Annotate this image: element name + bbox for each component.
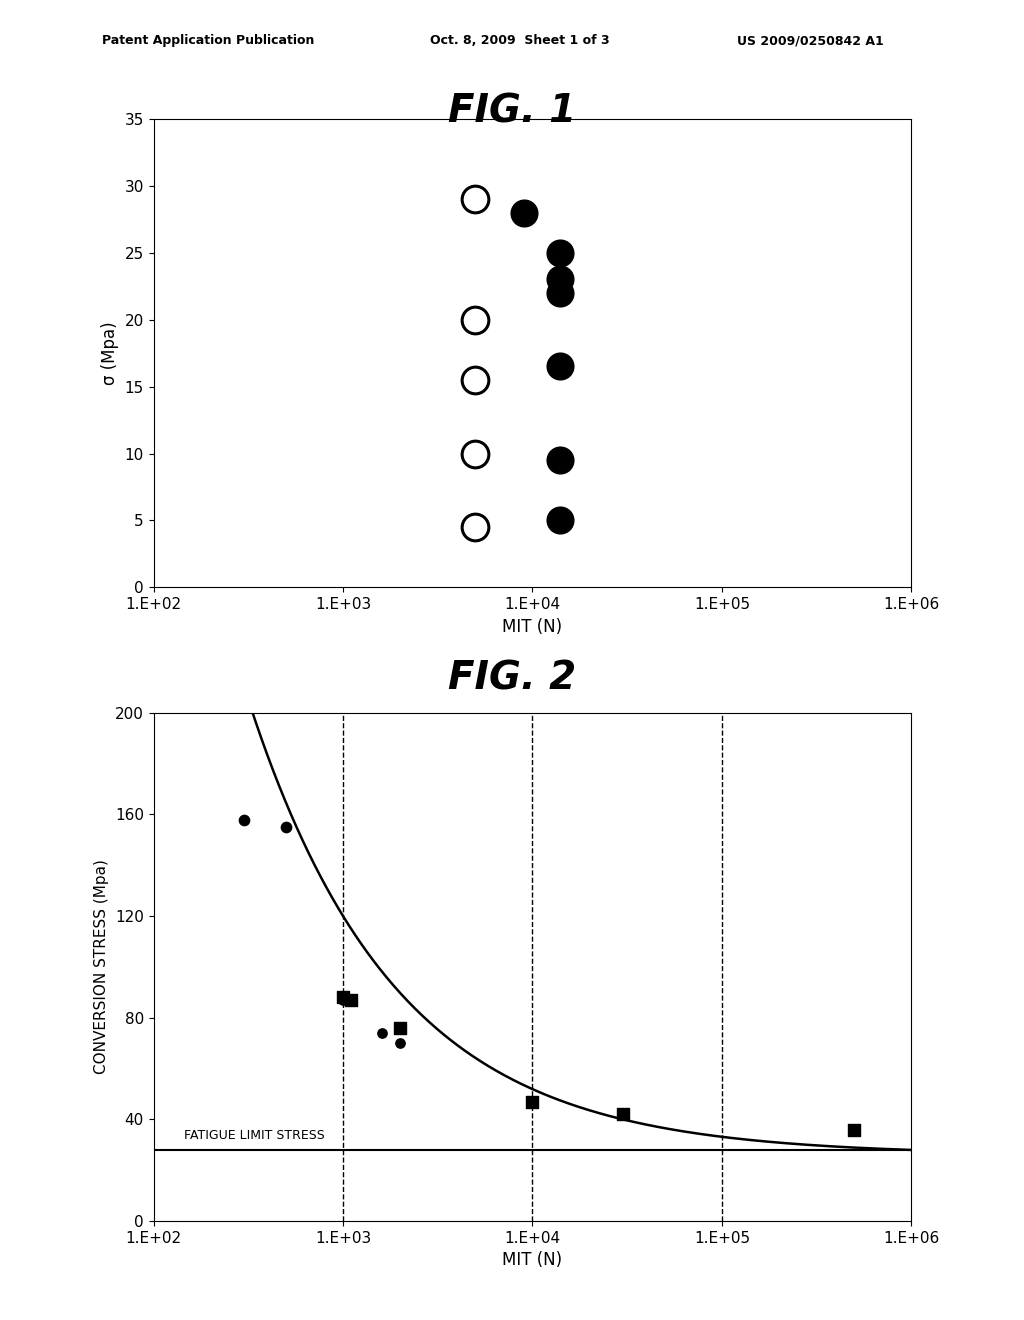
Text: FIG. 2: FIG. 2 <box>447 660 577 698</box>
Text: US 2009/0250842 A1: US 2009/0250842 A1 <box>737 34 884 48</box>
Point <box>846 1119 862 1140</box>
Point <box>467 309 483 330</box>
Point <box>467 189 483 210</box>
Point <box>524 1092 541 1113</box>
Point <box>552 450 568 471</box>
Point <box>467 370 483 391</box>
Text: Patent Application Publication: Patent Application Publication <box>102 34 314 48</box>
X-axis label: MIT (N): MIT (N) <box>503 1251 562 1270</box>
Point <box>278 817 294 838</box>
Text: Oct. 8, 2009  Sheet 1 of 3: Oct. 8, 2009 Sheet 1 of 3 <box>430 34 609 48</box>
Point <box>335 990 351 1011</box>
Point <box>343 990 359 1011</box>
Point <box>552 510 568 531</box>
Text: FATIGUE LIMIT STRESS: FATIGUE LIMIT STRESS <box>184 1129 325 1142</box>
Point <box>374 1023 390 1044</box>
Y-axis label: CONVERSION STRESS (Mpa): CONVERSION STRESS (Mpa) <box>94 859 110 1074</box>
Point <box>516 202 532 223</box>
X-axis label: MIT (N): MIT (N) <box>503 618 562 636</box>
Point <box>552 282 568 304</box>
Point <box>552 242 568 263</box>
Point <box>335 987 351 1008</box>
Point <box>467 444 483 465</box>
Y-axis label: σ (Mpa): σ (Mpa) <box>101 321 119 385</box>
Point <box>467 516 483 537</box>
Point <box>552 269 568 290</box>
Point <box>392 1018 409 1039</box>
Point <box>614 1104 631 1125</box>
Point <box>392 1032 409 1053</box>
Text: FIG. 1: FIG. 1 <box>447 92 577 131</box>
Point <box>552 356 568 378</box>
Point <box>236 809 252 830</box>
